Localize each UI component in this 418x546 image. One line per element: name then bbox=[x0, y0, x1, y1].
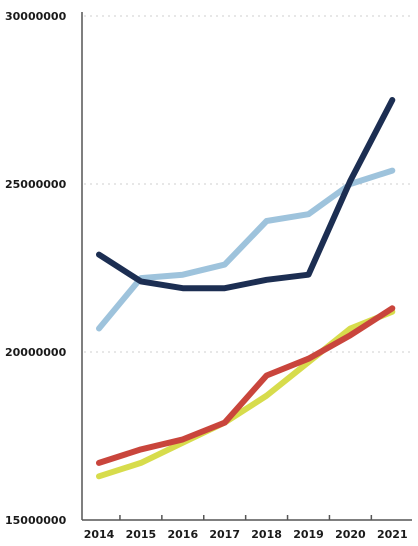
axis-layer bbox=[81, 12, 412, 521]
series-line-3 bbox=[96, 305, 396, 466]
x-tick-label-4: 2018 bbox=[251, 528, 282, 541]
grid-layer bbox=[84, 15, 412, 353]
series-layer bbox=[96, 97, 396, 480]
y-tick-label-3: 15000000 bbox=[5, 514, 67, 527]
x-tick-label-1: 2015 bbox=[126, 528, 157, 541]
y-tick-label-1: 25000000 bbox=[5, 178, 67, 191]
x-tick-label-0: 2014 bbox=[84, 528, 115, 541]
x-tick-label-3: 2017 bbox=[209, 528, 240, 541]
x-tick-label-2: 2016 bbox=[167, 528, 198, 541]
y-tick-label-0: 30000000 bbox=[5, 10, 67, 23]
series-line-2 bbox=[96, 308, 396, 480]
x-tick-label-7: 2021 bbox=[377, 528, 408, 541]
series-line-0 bbox=[96, 167, 396, 332]
x-tick-label-5: 2019 bbox=[293, 528, 324, 541]
x-tick-label-6: 2020 bbox=[335, 528, 366, 541]
label-layer: 30000000 25000000 20000000 15000000 2014 2015… bbox=[5, 10, 408, 541]
series-line-1 bbox=[96, 97, 396, 292]
y-tick-label-2: 20000000 bbox=[5, 346, 67, 359]
